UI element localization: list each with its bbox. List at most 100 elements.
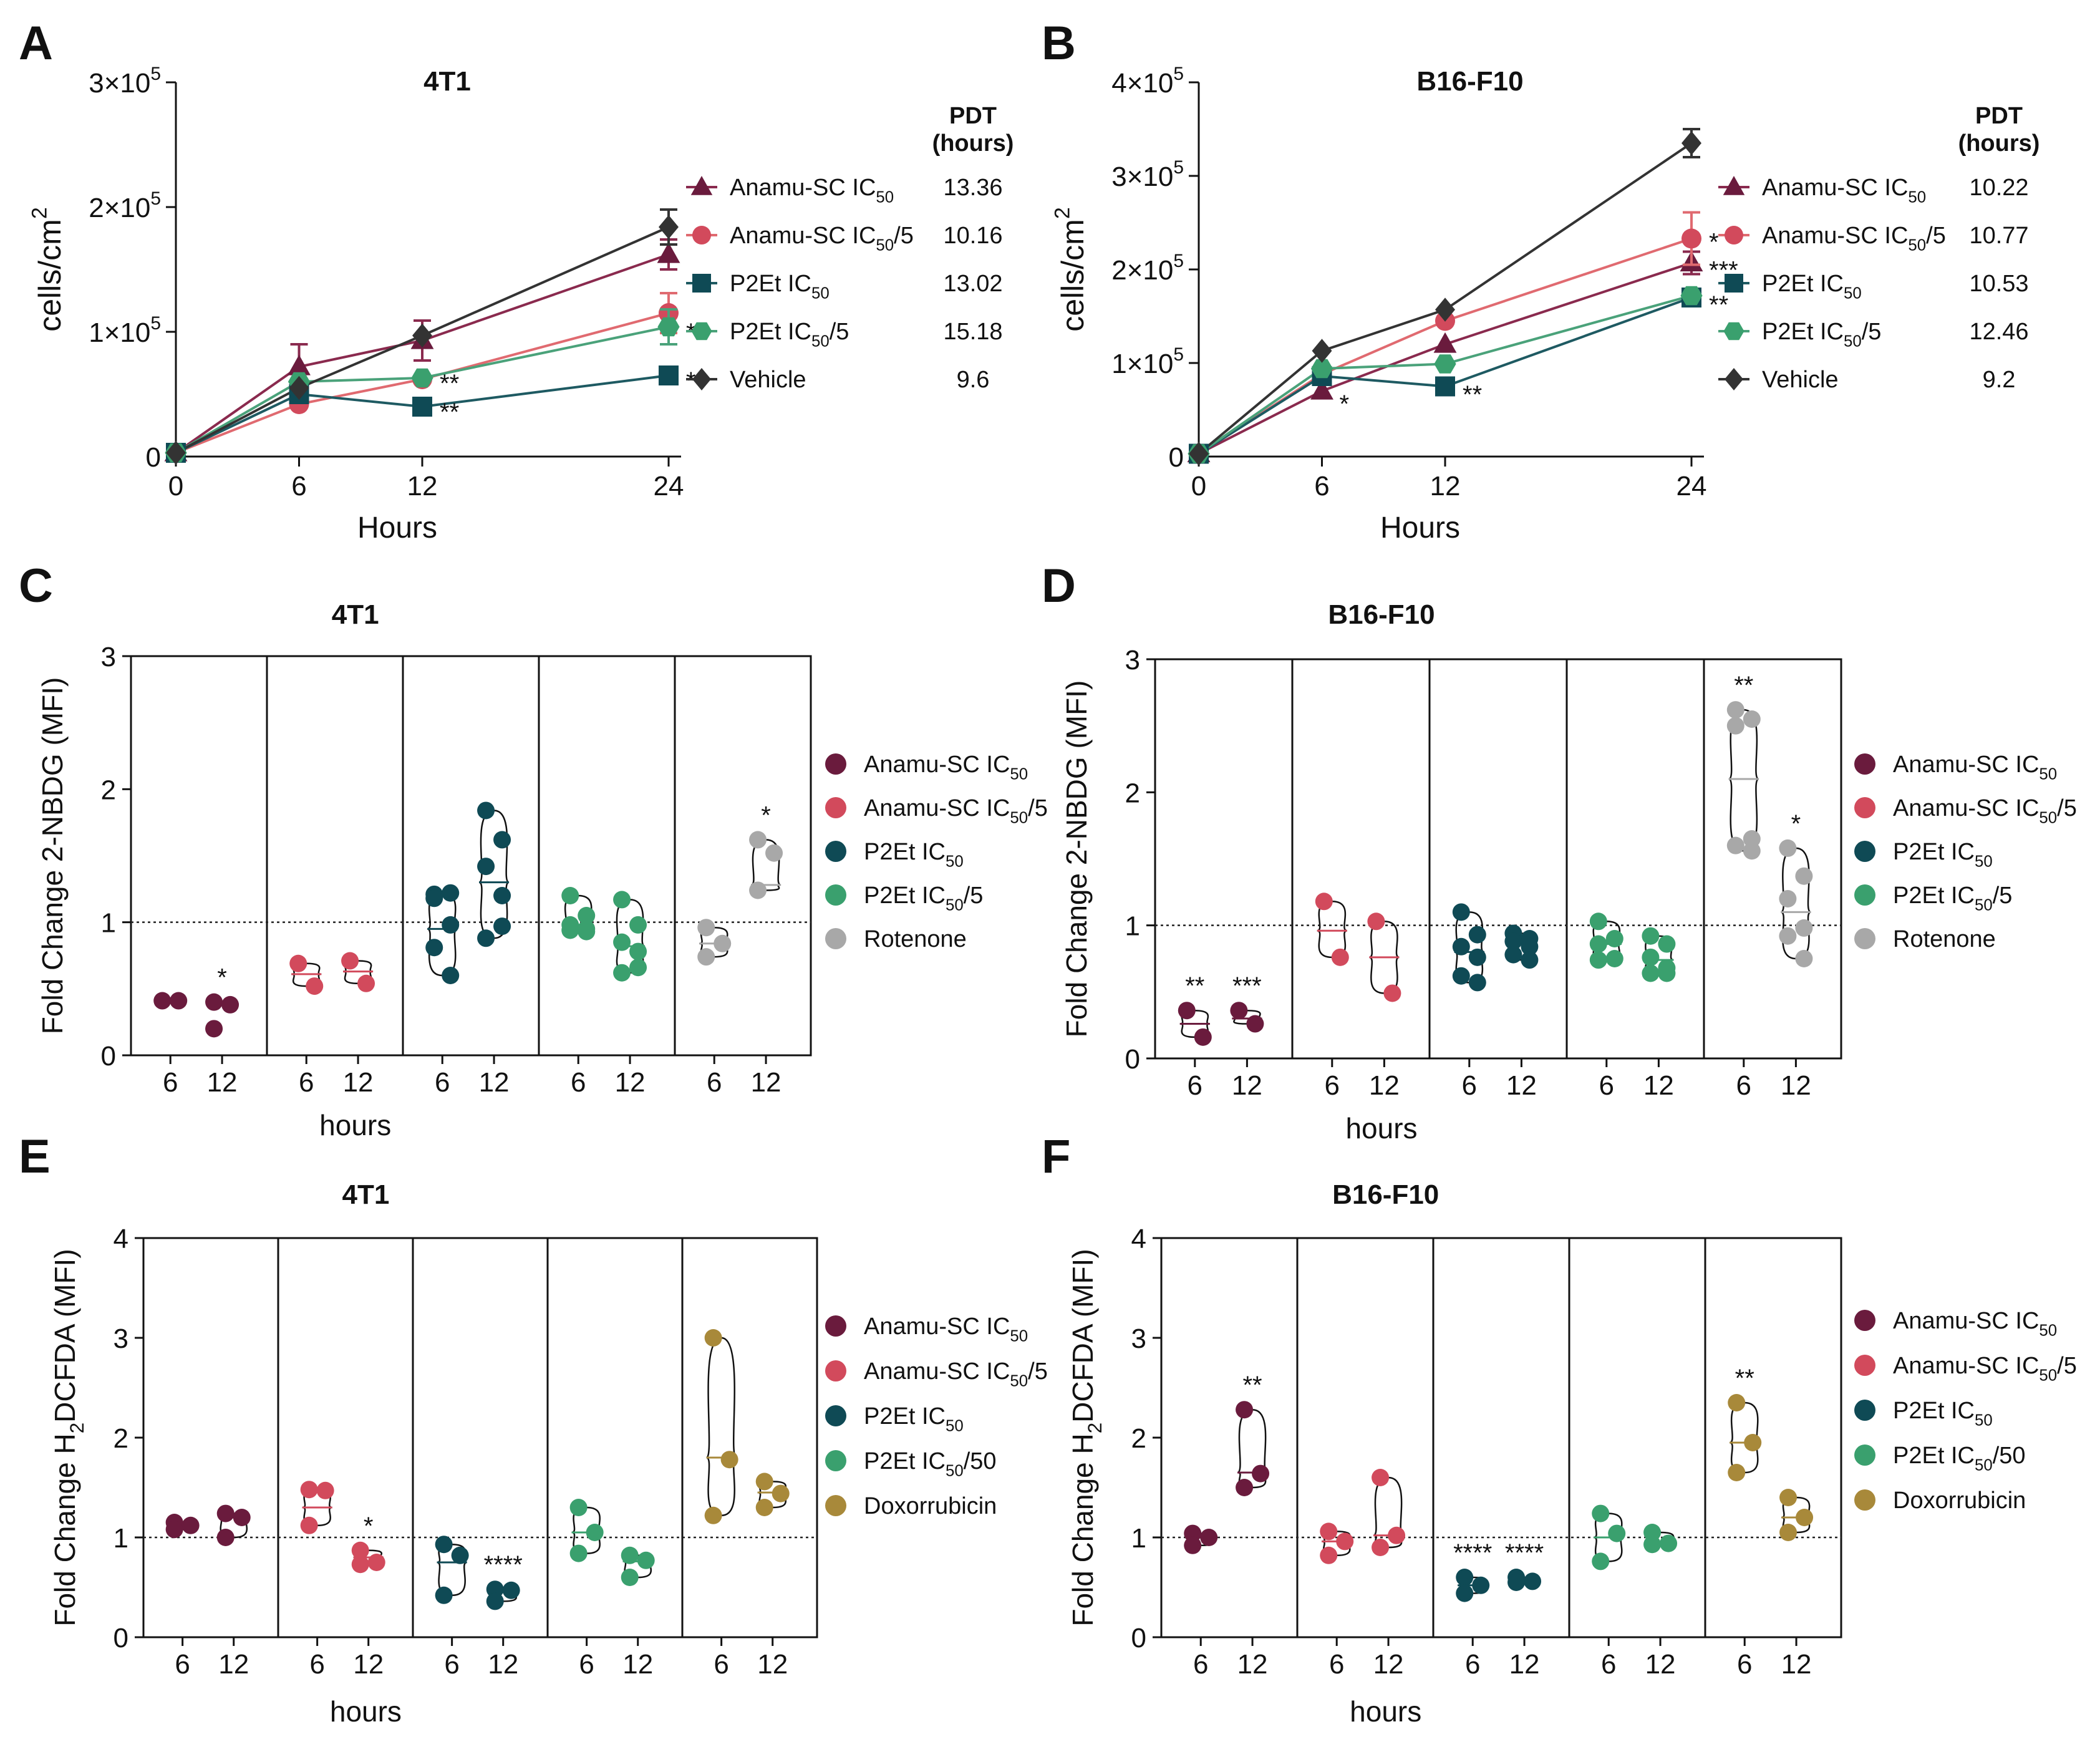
data-point bbox=[300, 1516, 318, 1534]
data-point bbox=[1310, 379, 1333, 400]
data-point bbox=[1320, 1546, 1338, 1564]
label-part: 50 bbox=[811, 332, 830, 350]
data-point bbox=[1504, 946, 1522, 964]
data-point bbox=[714, 934, 732, 952]
label-part: 5 bbox=[1173, 157, 1184, 178]
label-part: /5 bbox=[1926, 223, 1946, 249]
data-point bbox=[316, 1481, 334, 1499]
data-point bbox=[1320, 1522, 1338, 1541]
x-tick-label: 6 bbox=[1736, 1070, 1751, 1101]
data-point bbox=[629, 959, 647, 977]
x-tick-label: 12 bbox=[407, 471, 438, 501]
data-point bbox=[1468, 948, 1486, 966]
data-point bbox=[1779, 1489, 1798, 1506]
pdt-value: 9.6 bbox=[957, 367, 990, 393]
data-point bbox=[765, 844, 783, 862]
data-point bbox=[697, 919, 715, 937]
label-part: cells/cm bbox=[1055, 219, 1090, 332]
chart-title: 4T1 bbox=[332, 599, 379, 630]
legend-label: Vehicle bbox=[1762, 367, 1839, 393]
data-point bbox=[1589, 912, 1607, 931]
legend-label: Anamu-SC IC50 bbox=[864, 752, 1028, 783]
data-point bbox=[411, 368, 433, 388]
data-point bbox=[755, 1499, 773, 1516]
label-part: 0 bbox=[146, 442, 161, 473]
label-part: 2 bbox=[28, 207, 52, 219]
x-tick-label: 12 bbox=[343, 1067, 374, 1098]
data-point bbox=[289, 954, 307, 972]
label-part: Anamu-SC IC bbox=[1893, 795, 2039, 821]
data-point bbox=[657, 242, 680, 263]
label-part: 50 bbox=[1844, 284, 1862, 302]
y-tick-label: 1×105 bbox=[1111, 344, 1184, 379]
data-point bbox=[1726, 836, 1744, 854]
label-part: Fold Change 2-NBDG (MFI) bbox=[1060, 680, 1093, 1038]
data-point bbox=[1178, 1002, 1196, 1020]
data-point bbox=[1521, 951, 1539, 969]
legend-label: Anamu-SC IC50/5 bbox=[864, 795, 1048, 826]
significance-label: ** bbox=[1242, 1372, 1262, 1399]
legend-label: Vehicle bbox=[730, 367, 806, 393]
series-line bbox=[1198, 294, 1692, 455]
panel-letter: F bbox=[1042, 1130, 1070, 1183]
x-tick-label: 12 bbox=[479, 1067, 510, 1098]
x-tick-label: 6 bbox=[309, 1649, 324, 1680]
legend-marker bbox=[1854, 884, 1875, 906]
label-part: 5 bbox=[1173, 344, 1184, 365]
data-point bbox=[1795, 919, 1813, 937]
label-part: 50 bbox=[1975, 896, 1993, 914]
x-tick-label: 12 bbox=[1506, 1070, 1537, 1101]
data-point bbox=[561, 887, 579, 904]
data-point bbox=[351, 1541, 369, 1559]
data-point bbox=[1658, 964, 1676, 982]
label-part: 50 bbox=[811, 284, 830, 302]
data-point bbox=[629, 942, 647, 961]
legend-marker bbox=[825, 1450, 846, 1471]
data-point bbox=[1388, 1526, 1406, 1544]
x-tick-label: 24 bbox=[654, 471, 684, 501]
data-point bbox=[425, 889, 443, 907]
legend-marker bbox=[825, 753, 846, 775]
label-part: Anamu-SC IC bbox=[730, 175, 876, 201]
legend-label: Anamu-SC IC50/5 bbox=[1762, 223, 1946, 254]
data-point bbox=[221, 995, 240, 1014]
label-part: 2×10 bbox=[89, 193, 150, 223]
label-part: 50 bbox=[1010, 809, 1028, 826]
label-part: Anamu-SC IC bbox=[864, 1314, 1010, 1340]
data-point bbox=[1743, 842, 1761, 860]
label-part: 50 bbox=[1975, 1411, 1993, 1429]
series-line bbox=[175, 226, 669, 454]
label-part: 50 bbox=[1010, 1372, 1028, 1390]
data-point bbox=[477, 858, 495, 876]
x-tick-label: 6 bbox=[299, 1067, 314, 1098]
significance-label: ** bbox=[1709, 291, 1728, 319]
pdt-header: PDT bbox=[1975, 103, 2023, 129]
y-tick-label: 3 bbox=[1131, 1323, 1146, 1354]
legend-label: P2Et IC50/5 bbox=[864, 883, 983, 914]
chart-title: B16-F10 bbox=[1328, 599, 1435, 630]
pdt-value: 10.53 bbox=[1969, 271, 2028, 297]
data-point bbox=[435, 1536, 453, 1554]
data-point bbox=[1246, 1015, 1264, 1033]
pdt-header: PDT bbox=[949, 103, 997, 129]
data-point bbox=[1589, 951, 1607, 969]
data-point bbox=[613, 964, 631, 982]
data-point bbox=[561, 921, 579, 939]
legend-label: P2Et IC50 bbox=[730, 271, 830, 302]
data-point bbox=[1372, 1539, 1390, 1556]
legend-label: Anamu-SC IC50 bbox=[864, 1314, 1028, 1345]
data-point bbox=[659, 365, 679, 385]
legend-marker bbox=[1854, 1355, 1875, 1376]
data-point bbox=[1521, 937, 1539, 956]
label-part: /5 bbox=[1028, 1358, 1048, 1385]
label-part: Anamu-SC IC bbox=[864, 1358, 1010, 1385]
chart-title: B16-F10 bbox=[1416, 66, 1523, 97]
y-axis-label: cells/cm2 bbox=[28, 207, 68, 332]
label-part: Anamu-SC IC bbox=[864, 752, 1010, 778]
x-tick-label: 12 bbox=[1430, 471, 1461, 501]
x-tick-label: 12 bbox=[1643, 1070, 1674, 1101]
data-point bbox=[1468, 926, 1486, 944]
label-part: /5 bbox=[2057, 795, 2077, 821]
legend-marker bbox=[1854, 1444, 1875, 1466]
